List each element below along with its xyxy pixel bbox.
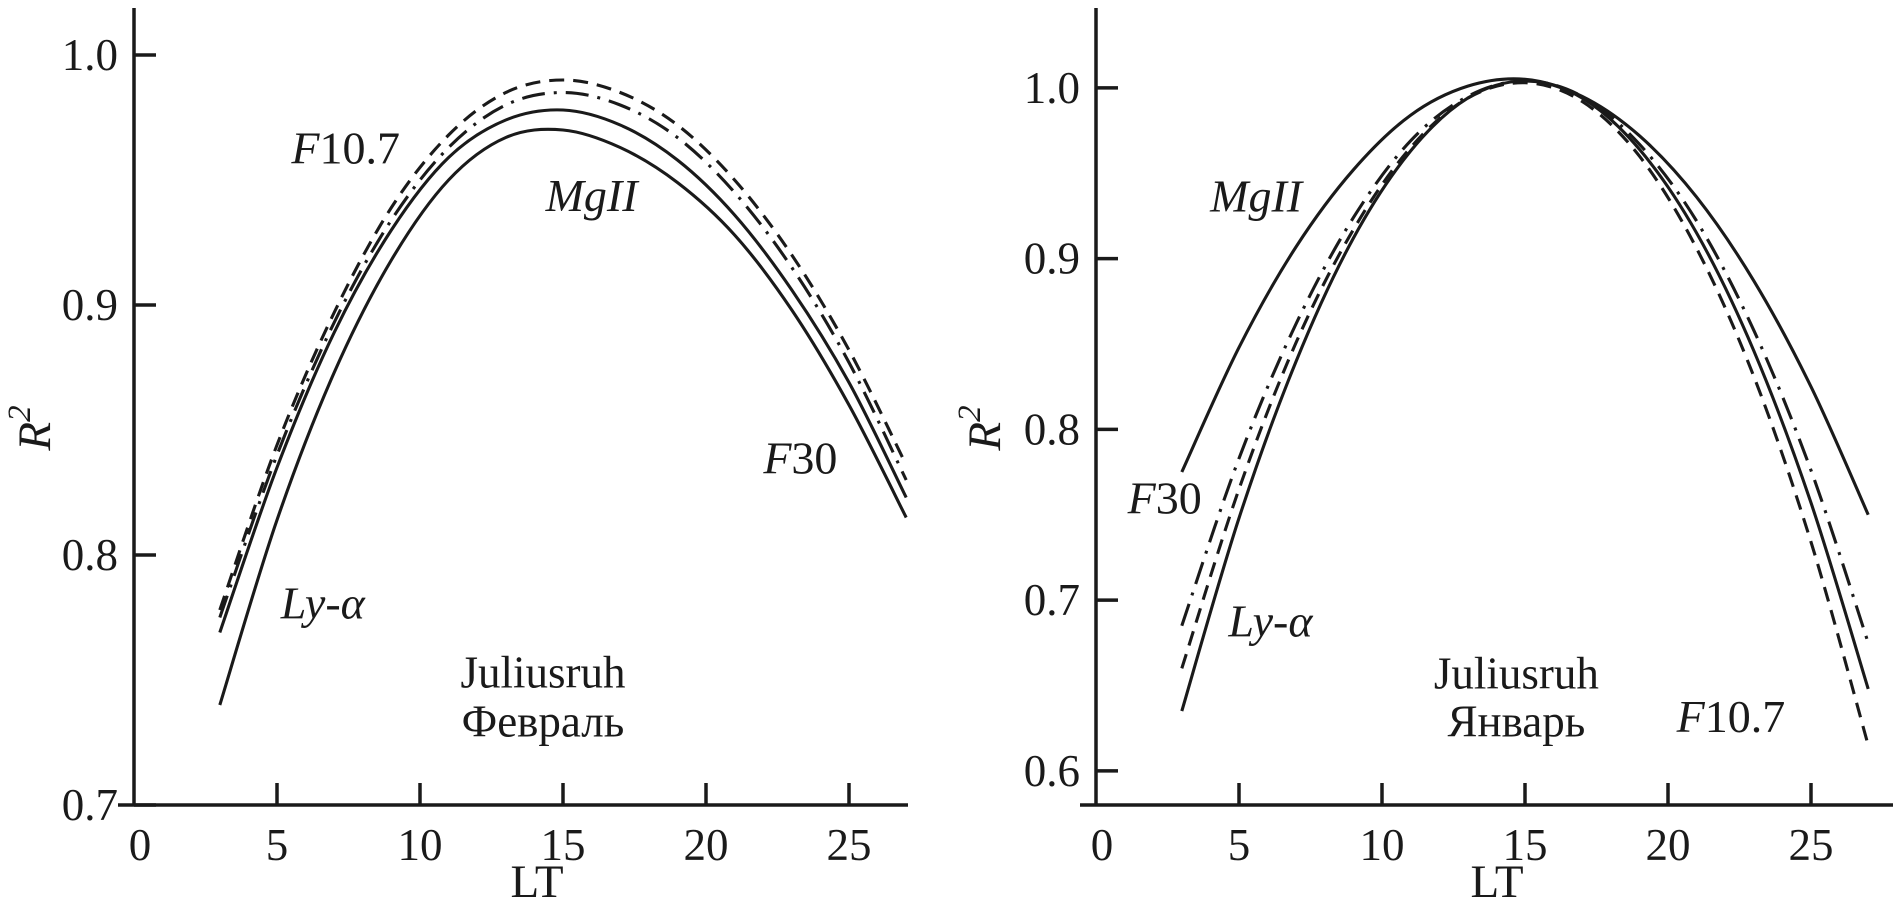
y-tick-label: 0.7 [62,780,118,830]
curve-f30 [1180,79,1870,644]
station-label: Juliusruh [1434,649,1599,699]
y-tick-label: 0.6 [1024,746,1080,796]
x-tick-label: 0 [129,820,152,870]
y-tick-label: 1.0 [62,30,118,80]
x-tick-label: 15 [541,820,586,870]
curve-mgii [218,108,908,634]
month-label: Февраль [462,696,625,746]
x-tick-label: 10 [398,820,443,870]
x-axis-title: LT [1470,856,1523,908]
x-tick-label: 10 [1360,820,1405,870]
month-label: Январь [1448,696,1586,746]
curve-mgii [1180,77,1870,516]
curve-label-ly: Ly-α [1227,595,1313,646]
x-tick-label: 15 [1503,820,1548,870]
curve-label-mgii: MgII [545,170,641,221]
x-tick-label: 5 [266,820,289,870]
y-tick-label: 0.7 [1024,575,1080,625]
y-axis-title: R2 [952,405,1011,451]
curve-label-f30: F30 [1127,472,1202,523]
x-tick-label: 20 [1646,820,1691,870]
curve-label-f107: F10.7 [1676,691,1786,742]
curve-label-mgii: MgII [1209,170,1305,221]
y-tick-label: 0.8 [62,530,118,580]
y-tick-label: 0.9 [62,280,118,330]
curve-ly [1180,79,1870,712]
panel-february: 0 5 10 15 20 25 1.0 0.9 0.8 0.7 LT R2 F10.7 F30 MgII Ly… [2,8,908,908]
panel-january: 0 5 10 15 20 25 1.0 0.9 0.8 0.7 0.6 LT R2 F10.7 F30 MgI… [952,8,1893,908]
x-tick-label: 20 [684,820,729,870]
y-tick-label: 0.8 [1024,404,1080,454]
curve-f30 [218,90,908,619]
curve-label-ly: Ly-α [280,577,366,628]
y-tick-label: 1.0 [1024,63,1080,113]
curve-label-f30: F30 [762,432,837,483]
x-axis-title: LT [510,856,563,908]
curve-f107 [218,78,908,611]
x-tick-label: 25 [827,820,872,870]
y-axis-title: R2 [2,405,61,451]
curve-label-f107: F10.7 [290,122,400,173]
curve-ly [218,127,908,706]
y-tick-label: 0.9 [1024,234,1080,284]
x-tick-label: 25 [1789,820,1834,870]
x-tick-label: 5 [1228,820,1251,870]
x-tick-label: 0 [1091,820,1114,870]
curve-f107 [1180,81,1870,746]
station-label: Juliusruh [460,648,625,698]
